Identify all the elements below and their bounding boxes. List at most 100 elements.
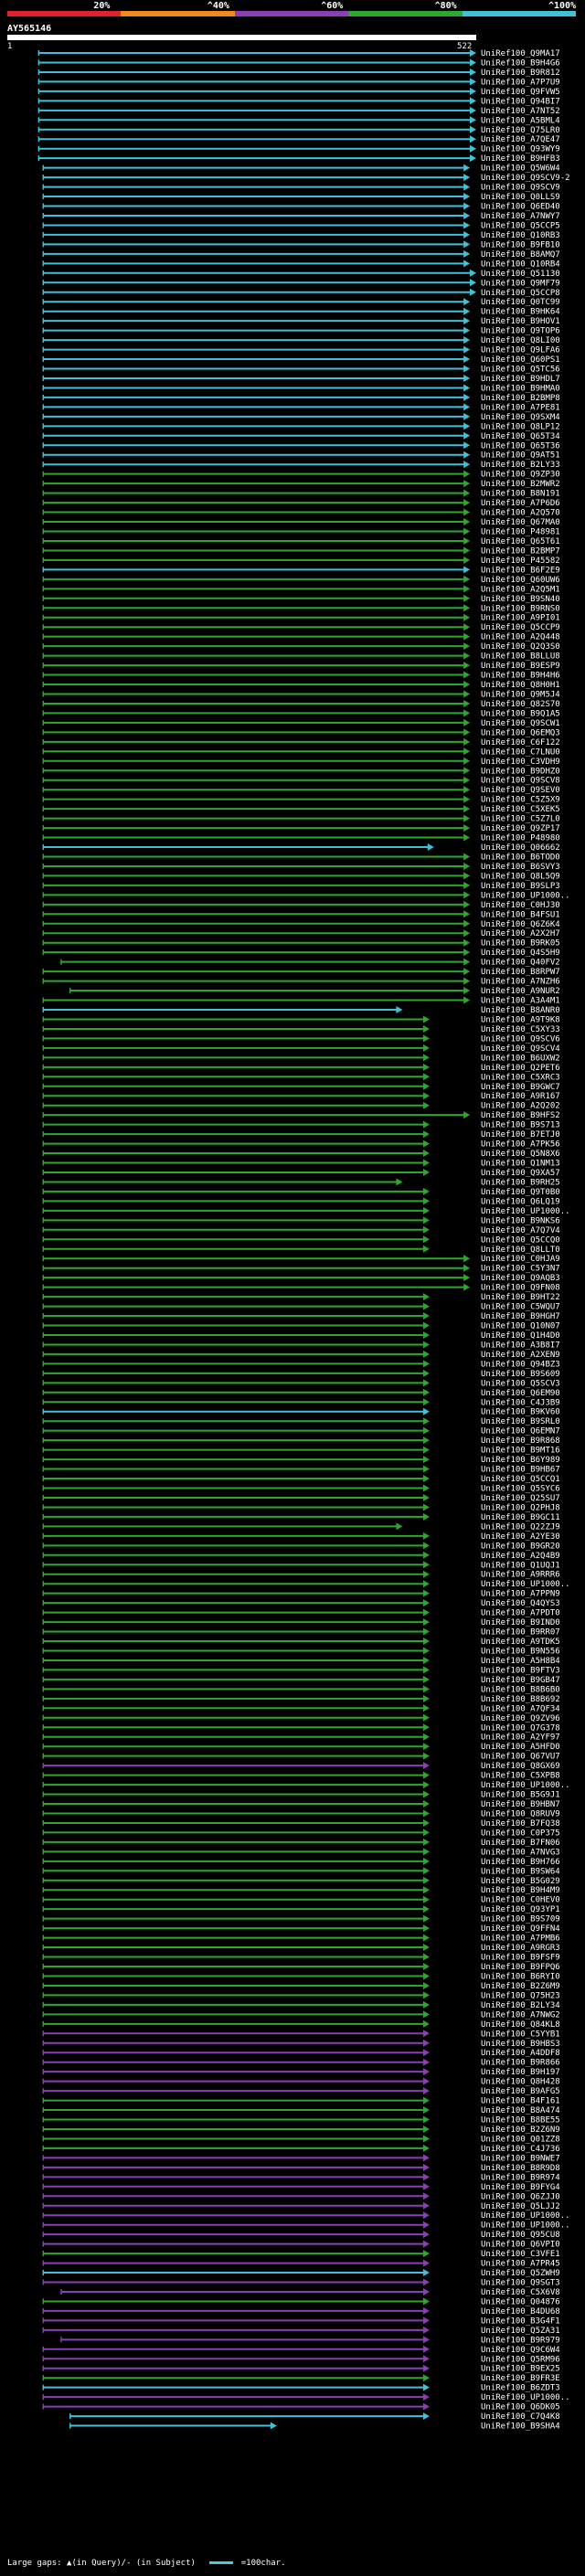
hit-label[interactable]: UniRef100_B9FR3E — [481, 2374, 560, 2383]
hit-label[interactable]: UniRef100_Q6LQ19 — [481, 1197, 560, 1206]
hit-label[interactable]: UniRef100_B9ESP9 — [481, 662, 560, 671]
hit-label[interactable]: UniRef100_Q04876 — [481, 2297, 560, 2306]
hit-label[interactable]: UniRef100_Q5CCQ0 — [481, 1235, 560, 1245]
hit-label[interactable]: UniRef100_A7P7U9 — [481, 78, 560, 87]
hit-label[interactable]: UniRef100_Q5CCP9 — [481, 623, 560, 632]
hit-label[interactable]: UniRef100_B9FTV3 — [481, 1666, 560, 1675]
hit-label[interactable]: UniRef100_A7QF34 — [481, 1704, 560, 1713]
hit-label[interactable]: UniRef100_C0HJ30 — [481, 901, 560, 910]
hit-label[interactable]: UniRef100_B9N556 — [481, 1647, 560, 1656]
hit-label[interactable]: UniRef100_Q9ZP30 — [481, 471, 560, 480]
hit-label[interactable]: UniRef100_A4DDF8 — [481, 2049, 560, 2058]
hit-label[interactable]: UniRef100_Q9M5J4 — [481, 690, 560, 699]
hit-label[interactable]: UniRef100_B9HK64 — [481, 308, 560, 317]
hit-label[interactable]: UniRef100_A2Q5M1 — [481, 585, 560, 594]
hit-label[interactable]: UniRef100_B5G9J1 — [481, 1791, 560, 1800]
hit-label[interactable]: UniRef100_Q8L5Q9 — [481, 872, 560, 881]
hit-label[interactable]: UniRef100_Q8H428 — [481, 2078, 560, 2087]
hit-label[interactable]: UniRef100_Q9SEV0 — [481, 786, 560, 795]
hit-label[interactable]: UniRef100_C5X6V8 — [481, 2288, 560, 2297]
hit-label[interactable]: UniRef100_Q9T0B0 — [481, 1188, 560, 1197]
hit-label[interactable]: UniRef100_A7QE47 — [481, 135, 560, 144]
hit-label[interactable]: UniRef100_Q5ZWH9 — [481, 2269, 560, 2278]
hit-label[interactable]: UniRef100_Q67MA0 — [481, 518, 560, 527]
hit-label[interactable]: UniRef100_Q60UW6 — [481, 576, 560, 585]
hit-label[interactable]: UniRef100_A9T9K8 — [481, 1015, 560, 1024]
hit-label[interactable]: UniRef100_B9GWC7 — [481, 1083, 560, 1092]
hit-label[interactable]: UniRef100_P48980 — [481, 834, 560, 843]
hit-label[interactable]: UniRef100_A2Q570 — [481, 509, 560, 518]
hit-label[interactable]: UniRef100_C5XPB8 — [481, 1772, 560, 1781]
hit-label[interactable]: UniRef100_B9RH25 — [481, 1178, 560, 1187]
hit-label[interactable]: UniRef100_C0HEV0 — [481, 1896, 560, 1905]
hit-label[interactable]: UniRef100_B9FSF9 — [481, 1954, 560, 1963]
hit-label[interactable]: UniRef100_Q5N8X6 — [481, 1150, 560, 1159]
hit-label[interactable]: UniRef100_B8R9D8 — [481, 2164, 560, 2173]
hit-label[interactable]: UniRef100_Q10RB3 — [481, 231, 560, 240]
hit-label[interactable]: UniRef100_UP1000.. — [481, 2393, 570, 2402]
hit-label[interactable]: UniRef100_Q9FN08 — [481, 1284, 560, 1293]
hit-label[interactable]: UniRef100_Q9ZV96 — [481, 1714, 560, 1723]
hit-label[interactable]: UniRef100_B9R866 — [481, 2059, 560, 2068]
hit-label[interactable]: UniRef100_Q9LFA6 — [481, 346, 560, 355]
hit-label[interactable]: UniRef100_B8B6B0 — [481, 1685, 560, 1694]
hit-label[interactable]: UniRef100_Q6Z6K4 — [481, 920, 560, 929]
hit-label[interactable]: UniRef100_B9HT22 — [481, 1293, 560, 1302]
hit-label[interactable]: UniRef100_Q8RUV9 — [481, 1809, 560, 1818]
hit-label[interactable]: UniRef100_B9HBN7 — [481, 1800, 560, 1809]
hit-label[interactable]: UniRef100_B9RR07 — [481, 1628, 560, 1638]
hit-label[interactable]: UniRef100_C6F122 — [481, 738, 560, 747]
hit-label[interactable]: UniRef100_B9SLP3 — [481, 882, 560, 891]
hit-label[interactable]: UniRef100_C4J3B9 — [481, 1398, 560, 1407]
hit-label[interactable]: UniRef100_Q2Q3S0 — [481, 642, 560, 652]
hit-label[interactable]: UniRef100_Q8GX69 — [481, 1762, 560, 1771]
hit-label[interactable]: UniRef100_B9HFB3 — [481, 154, 560, 164]
hit-label[interactable]: UniRef100_A5HFD0 — [481, 1743, 560, 1752]
hit-label[interactable]: UniRef100_Q6VPI0 — [481, 2241, 560, 2250]
hit-label[interactable]: UniRef100_Q6ED40 — [481, 203, 560, 212]
hit-label[interactable]: UniRef100_Q6EMQ3 — [481, 728, 560, 737]
hit-label[interactable]: UniRef100_C5XEK5 — [481, 805, 560, 814]
hit-label[interactable]: UniRef100_Q8H0H1 — [481, 681, 560, 690]
hit-label[interactable]: UniRef100_B9H4G6 — [481, 58, 560, 68]
hit-label[interactable]: UniRef100_Q9SXM4 — [481, 413, 560, 422]
hit-label[interactable]: UniRef100_A7P6D6 — [481, 499, 560, 508]
hit-label[interactable]: UniRef100_Q10RB4 — [481, 260, 560, 269]
hit-label[interactable]: UniRef100_C5XRC3 — [481, 1073, 560, 1082]
hit-label[interactable]: UniRef100_A7PR45 — [481, 2260, 560, 2269]
hit-label[interactable]: UniRef100_Q9AT51 — [481, 451, 560, 461]
hit-label[interactable]: UniRef100_A2X2H7 — [481, 929, 560, 938]
hit-label[interactable]: UniRef100_Q94BZ3 — [481, 1360, 560, 1369]
hit-label[interactable]: UniRef100_A9RRR6 — [481, 1571, 560, 1580]
hit-label[interactable]: UniRef100_A3A4M1 — [481, 997, 560, 1006]
hit-label[interactable]: UniRef100_B4FSU1 — [481, 910, 560, 919]
hit-label[interactable]: UniRef100_Q8LP12 — [481, 422, 560, 431]
hit-label[interactable]: UniRef100_Q6EMN7 — [481, 1427, 560, 1436]
hit-label[interactable]: UniRef100_C5WQU7 — [481, 1303, 560, 1312]
hit-label[interactable]: UniRef100_B9FPQ6 — [481, 1963, 560, 1972]
hit-label[interactable]: UniRef100_A7NVG3 — [481, 1848, 560, 1857]
hit-label[interactable]: UniRef100_A7PPN9 — [481, 1590, 560, 1599]
hit-label[interactable]: UniRef100_Q84KL8 — [481, 2020, 560, 2030]
hit-label[interactable]: UniRef100_UP1000.. — [481, 1580, 570, 1589]
hit-label[interactable]: UniRef100_B9HFS2 — [481, 1111, 560, 1120]
hit-label[interactable]: UniRef100_B4DU68 — [481, 2307, 560, 2316]
hit-label[interactable]: UniRef100_B9RK05 — [481, 939, 560, 949]
hit-label[interactable]: UniRef100_Q9SCV9 — [481, 184, 560, 193]
hit-label[interactable]: UniRef100_C7Q4K8 — [481, 2412, 560, 2422]
hit-label[interactable]: UniRef100_B3G4F1 — [481, 2316, 560, 2326]
hit-label[interactable]: UniRef100_A2XEN9 — [481, 1351, 560, 1360]
hit-label[interactable]: UniRef100_B9SW64 — [481, 1867, 560, 1876]
hit-label[interactable]: UniRef100_B6SVY3 — [481, 863, 560, 872]
hit-label[interactable]: UniRef100_A9PI01 — [481, 614, 560, 623]
hit-label[interactable]: UniRef100_B9HOV1 — [481, 317, 560, 326]
hit-label[interactable]: UniRef100_B9KV60 — [481, 1408, 560, 1417]
hit-label[interactable]: UniRef100_Q4S5H9 — [481, 949, 560, 958]
hit-label[interactable]: UniRef100_B9DHZ0 — [481, 767, 560, 776]
hit-label[interactable]: UniRef100_C0HJA9 — [481, 1255, 560, 1264]
hit-label[interactable]: UniRef100_A2YE30 — [481, 1532, 560, 1542]
hit-label[interactable]: UniRef100_Q51130 — [481, 270, 560, 279]
hit-label[interactable]: UniRef100_Q65T61 — [481, 537, 560, 546]
hit-label[interactable]: UniRef100_A3B8I7 — [481, 1341, 560, 1350]
hit-label[interactable]: UniRef100_Q9SGT3 — [481, 2279, 560, 2288]
